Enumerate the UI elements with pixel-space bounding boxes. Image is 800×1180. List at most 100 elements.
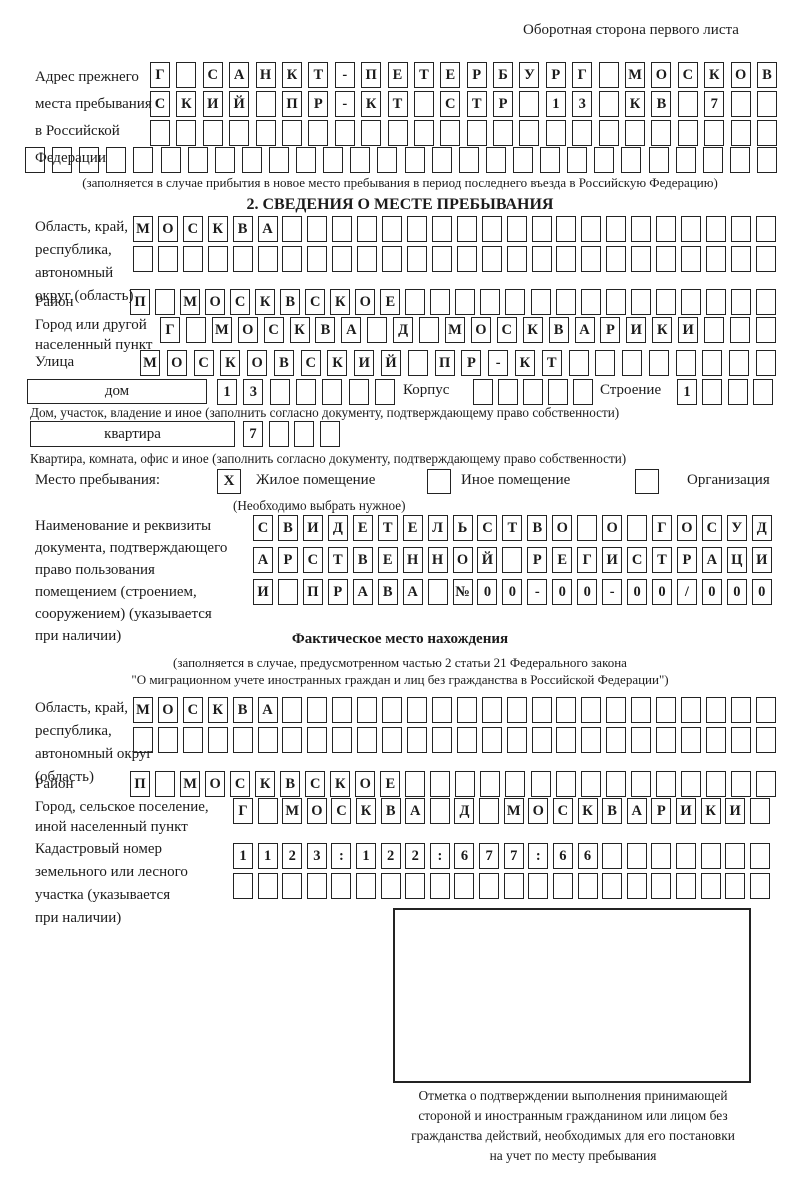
char-cell	[656, 697, 677, 723]
char-cell: Е	[380, 771, 401, 797]
char-cell	[374, 379, 395, 405]
char-cell: В	[602, 798, 623, 824]
char-cell: А	[253, 547, 273, 573]
residential-option-label: Жилое помещение	[256, 472, 376, 488]
prev-address-label-line: места пребывания	[35, 96, 152, 112]
char-cell	[430, 289, 451, 315]
char-cell	[605, 771, 626, 797]
char-cell	[531, 697, 552, 723]
char-cell: Е	[380, 289, 401, 315]
char-cell	[730, 727, 751, 753]
char-cell	[440, 120, 461, 146]
fact-district-label: Район	[35, 776, 74, 792]
char-cell	[705, 727, 726, 753]
char-cell	[622, 350, 643, 376]
char-cell: М	[282, 798, 303, 824]
region-label-line: Область, край,	[35, 219, 129, 235]
fact-region-label-line: Область, край,	[35, 700, 129, 716]
char-cell	[282, 873, 303, 899]
char-cell	[282, 246, 303, 272]
char-cell	[528, 873, 549, 899]
char-cell	[481, 697, 502, 723]
char-cell	[651, 843, 672, 869]
char-cell: С	[253, 515, 273, 541]
char-cell	[232, 727, 253, 753]
char-cell: 6	[454, 843, 475, 869]
char-cell: П	[361, 62, 382, 88]
char-cell: В	[280, 771, 301, 797]
organization-checkbox	[635, 469, 659, 494]
char-cell	[332, 727, 353, 753]
char-cell	[323, 147, 344, 173]
char-cell	[257, 798, 278, 824]
char-cell: Г	[233, 798, 253, 824]
char-cell	[512, 147, 533, 173]
char-cell	[700, 873, 721, 899]
char-cell	[725, 873, 746, 899]
char-cell: А	[352, 579, 373, 605]
char-cell	[322, 379, 343, 405]
building-cells	[473, 379, 593, 405]
char-cell	[656, 727, 677, 753]
char-cell	[730, 216, 751, 242]
char-cell	[481, 246, 502, 272]
char-cell: М	[133, 697, 153, 723]
char-cell	[25, 147, 45, 173]
char-cell	[431, 697, 452, 723]
confirmation-stamp-note-line: Отметка о подтверждении выполнения прини…	[418, 1088, 728, 1103]
confirmation-stamp-note-line: стороной и иностранным гражданином или л…	[418, 1108, 728, 1123]
char-cell	[207, 246, 228, 272]
char-cell: О	[157, 216, 178, 242]
char-cell	[357, 246, 378, 272]
char-cell: П	[434, 350, 455, 376]
char-cell	[431, 727, 452, 753]
char-cell: И	[725, 798, 746, 824]
char-cell: П	[130, 771, 150, 797]
char-cell: В	[352, 547, 373, 573]
char-cell	[730, 91, 751, 117]
char-cell	[431, 216, 452, 242]
char-cell	[473, 379, 493, 405]
char-cell	[493, 120, 514, 146]
char-cell	[548, 379, 568, 405]
char-cell	[677, 120, 698, 146]
structure-label: Строение	[600, 382, 662, 398]
char-cell	[730, 246, 751, 272]
char-cell: Р	[466, 62, 487, 88]
char-cell	[704, 120, 725, 146]
char-cell	[581, 727, 602, 753]
char-cell: М	[140, 350, 160, 376]
char-cell: Т	[502, 515, 523, 541]
char-cell: 1	[677, 379, 697, 405]
char-cell: Г	[160, 317, 180, 343]
char-cell: 3	[306, 843, 327, 869]
region-label-line: округ (область)	[35, 288, 134, 304]
document-label-line: при наличии)	[35, 628, 122, 644]
char-cell	[480, 289, 501, 315]
char-cell	[456, 246, 477, 272]
char-cell	[455, 771, 476, 797]
char-cell	[268, 147, 289, 173]
char-cell	[630, 771, 651, 797]
char-cell	[756, 91, 777, 117]
char-cell: С	[496, 317, 517, 343]
char-cell: 1	[545, 91, 566, 117]
other-premises-checkbox	[427, 469, 451, 494]
char-cell: К	[176, 91, 197, 117]
char-cell	[308, 120, 329, 146]
char-cell: С	[701, 515, 722, 541]
house-note: Дом, участок, владение и иное (заполнить…	[30, 405, 620, 420]
char-cell	[730, 120, 751, 146]
confirmation-stamp-note: Отметка о подтверждении выполнения прини…	[363, 1086, 783, 1166]
char-cell	[519, 91, 540, 117]
char-cell	[756, 147, 777, 173]
char-cell	[282, 697, 303, 723]
char-cell	[677, 91, 698, 117]
char-cell: К	[356, 798, 377, 824]
char-cell: С	[182, 216, 203, 242]
char-cell	[749, 873, 770, 899]
char-cell	[577, 515, 598, 541]
char-cell: Е	[440, 62, 461, 88]
